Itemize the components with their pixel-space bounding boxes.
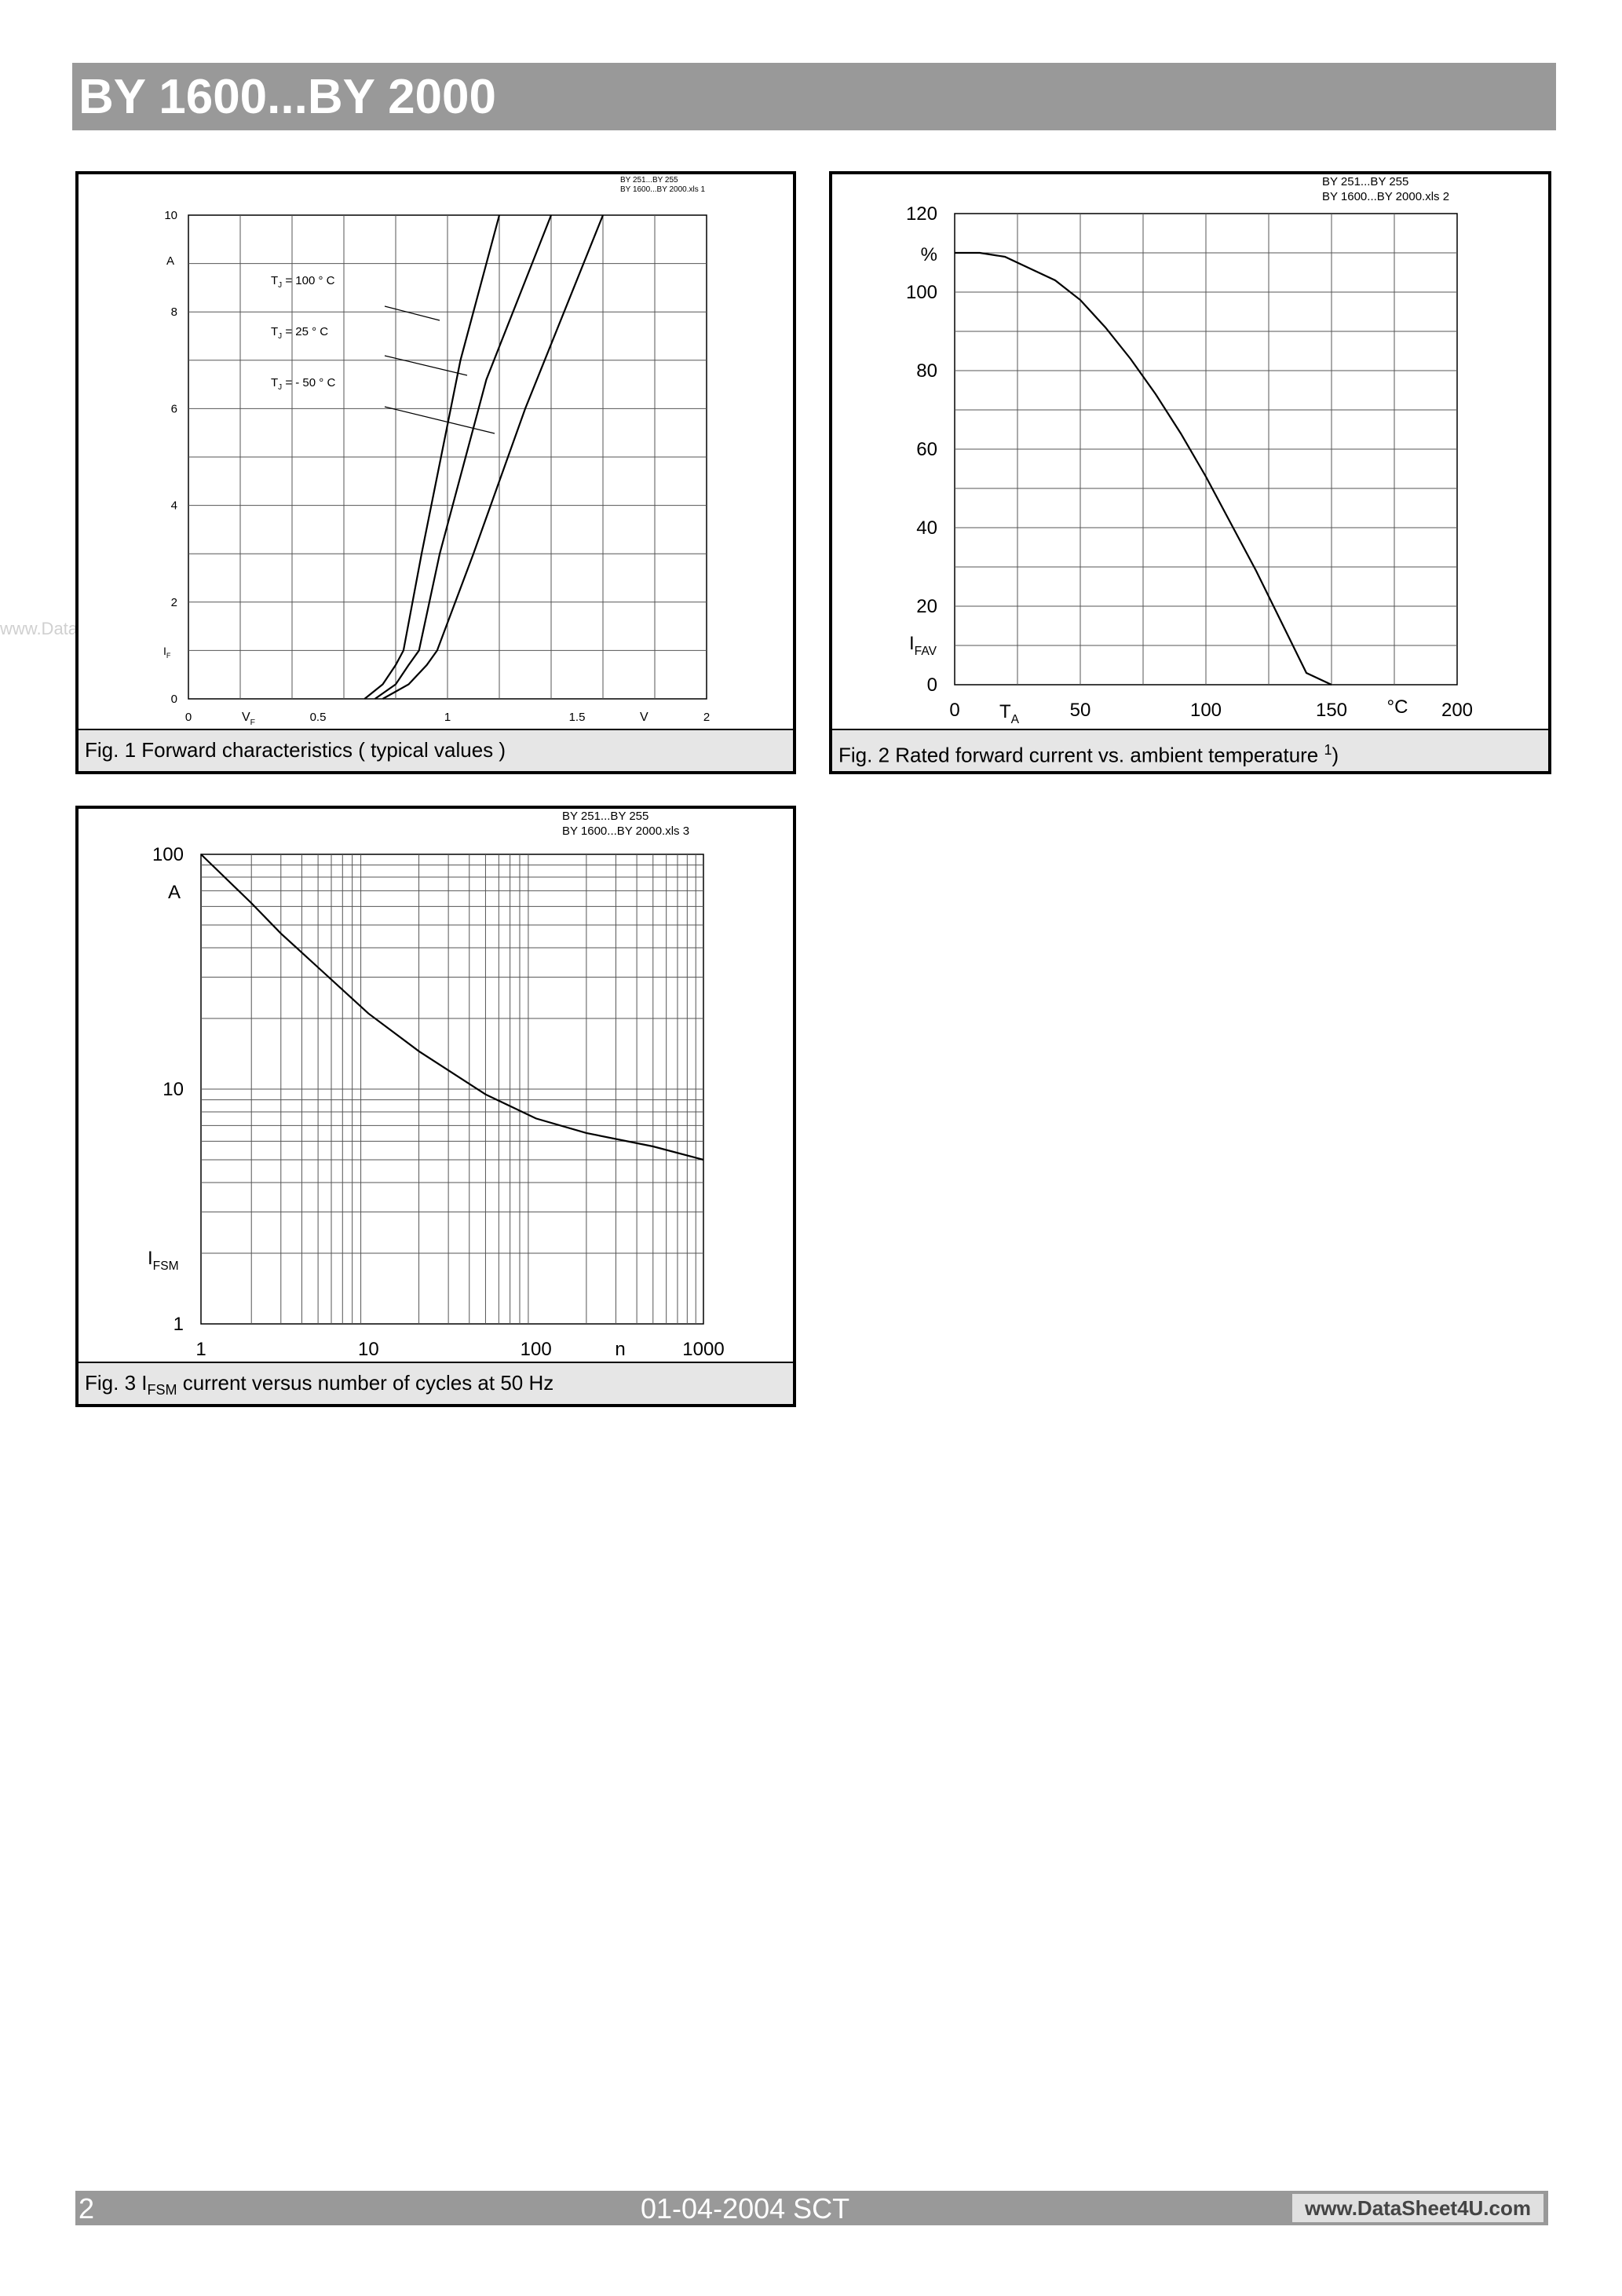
footer-date: 01-04-2004 SCT xyxy=(641,2192,850,2225)
x-tick-label: 1 xyxy=(195,1339,206,1360)
x-tick-label: 100 xyxy=(1190,700,1222,721)
x-axis-label: VF xyxy=(242,711,255,727)
x-tick-label: 1.5 xyxy=(569,711,586,724)
x-axis-label: n xyxy=(615,1339,625,1360)
file-note-2: BY 1600...BY 2000.xls 2 xyxy=(1322,190,1449,203)
x-tick-label: 0 xyxy=(185,711,192,724)
figure-3: 1 10 100 1000 1 10 100 A IFSM n BY 251...BY 255 BY … xyxy=(75,806,796,1407)
x-axis-label: TA xyxy=(999,701,1020,726)
header-bar: BY 1600...BY 2000 xyxy=(72,63,1556,130)
figure-3-caption-symbol: I xyxy=(141,1371,148,1395)
y-tick-label: 8 xyxy=(171,305,177,319)
y-tick-label: 60 xyxy=(916,439,937,460)
y-axis-label: IF xyxy=(163,645,171,660)
y-axis-label: IFSM xyxy=(148,1248,179,1273)
y-axis-label: IFAV xyxy=(909,633,937,658)
y-tick-label: 4 xyxy=(171,499,177,513)
figure-3-caption-subscript: FSM xyxy=(147,1382,177,1398)
x-unit-label: °C xyxy=(1387,696,1408,718)
y-tick-label: 0 xyxy=(927,675,937,696)
x-tick-label: 50 xyxy=(1070,700,1091,721)
x-tick-label: 200 xyxy=(1441,700,1473,721)
file-note-1: BY 251...BY 255 xyxy=(620,176,678,185)
x-unit-label: V xyxy=(640,711,648,724)
y-unit-label: A xyxy=(166,254,174,268)
page-number: 2 xyxy=(79,2192,95,2225)
file-note-2: BY 1600...BY 2000.xls 3 xyxy=(562,824,689,838)
figure-2-caption-tail: ) xyxy=(1332,743,1339,767)
footer-url-link[interactable]: www.DataSheet4U.com xyxy=(1291,2194,1543,2222)
annotation-leader-line xyxy=(384,305,440,321)
file-note-1: BY 251...BY 255 xyxy=(562,810,648,823)
file-note-2: BY 1600...BY 2000.xls 1 xyxy=(620,185,705,194)
temperature-annotation: TJ = - 50 ° C xyxy=(271,376,335,392)
y-tick-label: 80 xyxy=(916,360,937,382)
figure-1: 0 0.5 1 1.5 2 0 2 4 6 8 10 A IF VF V BY 251...BY 255 BY … xyxy=(75,171,796,774)
x-tick-label: 2 xyxy=(703,711,710,724)
series-line xyxy=(374,214,553,700)
y-tick-label: 0 xyxy=(171,693,177,706)
figure-3-chart: 1 10 100 1000 1 10 100 A IFSM n BY 251...BY 255BY … xyxy=(148,810,725,1360)
y-tick-label: 10 xyxy=(163,1079,184,1100)
y-tick-label: 100 xyxy=(152,844,184,865)
figure-1-caption: Fig. 1 Forward characteristics ( typical… xyxy=(79,729,793,771)
figure-1-chart: 0 0.5 1 1.5 2 0 2 4 6 8 10 A IF VF V BY 251...BY 255BY … xyxy=(163,176,710,727)
page-title: BY 1600...BY 2000 xyxy=(79,70,496,124)
y-tick-label: 40 xyxy=(916,517,937,539)
figure-3-caption: Fig. 3 IFSM current versus number of cyc… xyxy=(79,1362,793,1404)
series-line xyxy=(382,214,605,700)
figure-3-caption-text: Fig. 3 xyxy=(85,1371,137,1395)
y-tick-label: 120 xyxy=(906,203,937,225)
x-tick-label: 0.5 xyxy=(310,711,327,724)
temperature-annotation: TJ = 100 ° C xyxy=(271,274,335,290)
y-tick-label: 100 xyxy=(906,282,937,303)
x-tick-label: 100 xyxy=(521,1339,552,1360)
figure-2: 0 50 100 150 200 0 20 40 60 80 100 120% IFAV TA °C BY 2… xyxy=(829,171,1551,774)
temperature-annotation: TJ = 25 ° C xyxy=(271,325,328,341)
x-tick-label: 10 xyxy=(358,1339,379,1360)
series-line xyxy=(200,854,704,1161)
x-tick-label: 150 xyxy=(1316,700,1347,721)
figure-2-chart: 0 50 100 150 200 0 20 40 60 80 100 120% IFAV TA °C BY 2… xyxy=(906,175,1473,726)
series-line xyxy=(363,214,501,700)
x-tick-label: 1000 xyxy=(682,1339,724,1360)
figure-3-caption-tail: current versus number of cycles at 50 Hz xyxy=(177,1371,554,1395)
y-unit-label: % xyxy=(921,244,937,265)
figure-2-caption-text: Fig. 2 Rated forward current vs. ambient… xyxy=(838,743,1319,767)
y-tick-label: 20 xyxy=(916,596,937,617)
annotation-leader-line xyxy=(384,406,495,434)
series-line xyxy=(955,251,1332,686)
y-tick-label: 10 xyxy=(164,209,177,222)
y-tick-label: 2 xyxy=(171,596,177,609)
figure-2-caption-footnote: 1 xyxy=(1324,742,1332,758)
file-note-1: BY 251...BY 255 xyxy=(1322,175,1408,188)
x-tick-label: 1 xyxy=(444,711,451,724)
footer-bar: 2 01-04-2004 SCT www.DataSheet4U.com xyxy=(75,2191,1548,2225)
y-tick-label: 1 xyxy=(174,1314,184,1335)
y-unit-label: A xyxy=(168,882,181,903)
figure-2-caption: Fig. 2 Rated forward current vs. ambient… xyxy=(832,729,1548,771)
y-tick-label: 6 xyxy=(171,402,177,415)
annotation-leader-line xyxy=(384,355,468,376)
x-tick-label: 0 xyxy=(949,700,959,721)
